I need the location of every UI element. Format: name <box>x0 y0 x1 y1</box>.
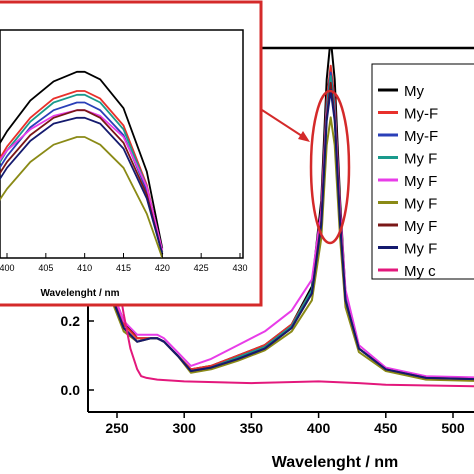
inset-x-tick-label: 415 <box>116 263 131 273</box>
legend: My My-F My-F My F My F My F My F My F My c <box>371 63 474 280</box>
inset-x-axis-label: Wavelenght / nm <box>40 288 119 299</box>
inset-series-line-1 <box>0 70 164 249</box>
legend-label-1: My <box>404 83 424 100</box>
legend-label-2: My-F <box>404 106 438 123</box>
legend-label-9: My c <box>404 263 436 280</box>
inset-plot-frame <box>0 29 244 259</box>
legend-label-3: My-F <box>404 128 438 145</box>
main-x-tick-label: 350 <box>240 420 264 436</box>
legend-box <box>371 63 474 280</box>
inset-x-tick-label: 420 <box>155 263 170 273</box>
inset-series-line-3 <box>0 93 164 253</box>
callout-arrow <box>261 109 310 142</box>
main-x-tick-label: 400 <box>307 420 331 436</box>
main-x-ticks: 250 300 350 400 450 500 <box>105 412 465 436</box>
legend-label-7: My F <box>404 218 437 235</box>
main-x-tick-label: 250 <box>105 420 129 436</box>
legend-label-8: My F <box>404 241 437 258</box>
main-y-ticks: 0.0 0.2 <box>61 313 94 398</box>
main-x-tick-label: 300 <box>173 420 197 436</box>
main-series-line-8 <box>88 88 474 381</box>
main-plot: 250 300 350 400 450 500 0.0 0.2 Wavelenght / n… <box>61 46 474 471</box>
inset-series-line-2 <box>0 90 164 253</box>
inset-x-tick-label: 430 <box>232 263 247 273</box>
inset-x-tick-label: 410 <box>77 263 92 273</box>
inset-series-group <box>0 70 164 258</box>
main-y-tick-label: 0.2 <box>61 313 81 329</box>
main-x-tick-label: 450 <box>374 420 398 436</box>
peak-highlight-ellipse <box>309 89 351 245</box>
inset-series-line-8 <box>0 136 164 258</box>
inset-x-tick-label: 400 <box>0 263 15 273</box>
legend-label-5: My F <box>404 173 437 190</box>
inset-series-line-7 <box>0 116 164 255</box>
main-y-tick-label: 0.0 <box>61 382 81 398</box>
inset-x-tick-label: 425 <box>194 263 209 273</box>
inset-x-tick-label: 405 <box>38 263 53 273</box>
main-series-group <box>88 48 474 388</box>
legend-label-4: My F <box>404 151 437 168</box>
inset-series-line-6 <box>0 109 164 255</box>
inset: 400 405 410 415 420 425 430 Wavelenght / nm <box>0 0 263 307</box>
inset-x-ticks: 400 405 410 415 420 425 430 <box>0 253 248 273</box>
main-x-tick-label: 500 <box>441 420 465 436</box>
main-x-axis-label: Wavelenght / nm <box>272 454 399 471</box>
legend-label-6: My F <box>404 196 437 213</box>
